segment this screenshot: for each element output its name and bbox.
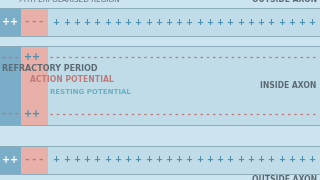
Bar [21, 146, 48, 174]
Text: +: + [227, 17, 234, 26]
Text: +: + [247, 155, 254, 164]
Text: +: + [257, 155, 264, 164]
Text: +: + [124, 17, 131, 26]
Text: -: - [14, 109, 19, 119]
Text: +: + [114, 17, 121, 26]
Bar [0, 46, 320, 125]
Text: -: - [7, 52, 12, 62]
Text: OUTSIDE AXON: OUTSIDE AXON [252, 0, 317, 4]
Text: +: + [298, 17, 305, 26]
Text: +: + [196, 17, 203, 26]
Text: +: + [83, 17, 90, 26]
Bar [21, 8, 48, 36]
Text: +: + [155, 17, 162, 26]
Bar [0, 8, 21, 36]
Text: +: + [24, 52, 32, 62]
Text: +: + [216, 17, 223, 26]
Text: +: + [93, 17, 100, 26]
Text: +: + [247, 17, 254, 26]
Text: +: + [308, 17, 316, 26]
Text: +: + [2, 17, 10, 27]
Text: +: + [32, 109, 40, 119]
Text: +: + [257, 17, 264, 26]
Text: +: + [134, 17, 141, 26]
Bar [0, 8, 320, 36]
Text: INSIDE AXON: INSIDE AXON [260, 81, 317, 90]
Text: -: - [31, 17, 36, 27]
Text: -: - [31, 155, 36, 165]
Text: +: + [145, 155, 152, 164]
Text: +: + [73, 155, 80, 164]
Bar [0, 46, 21, 125]
Text: +: + [278, 17, 285, 26]
Text: -: - [39, 17, 43, 27]
Text: -: - [7, 109, 12, 119]
Text: RESTING POTENTIAL: RESTING POTENTIAL [50, 89, 130, 95]
Text: +: + [134, 155, 141, 164]
Text: +: + [104, 17, 111, 26]
Text: -: - [14, 52, 19, 62]
Text: +: + [186, 155, 193, 164]
Text: -: - [1, 109, 5, 119]
Text: +: + [124, 155, 131, 164]
Text: +: + [186, 17, 193, 26]
Bar [21, 46, 48, 125]
Text: ↗HYPERPOLARISED REGION: ↗HYPERPOLARISED REGION [18, 0, 119, 3]
Text: +: + [73, 17, 80, 26]
Text: +: + [24, 109, 32, 119]
Text: +: + [206, 17, 213, 26]
Text: -: - [24, 155, 28, 165]
Text: +: + [93, 155, 100, 164]
Text: +: + [165, 17, 172, 26]
Text: +: + [175, 155, 182, 164]
Text: +: + [288, 155, 295, 164]
Text: +: + [237, 155, 244, 164]
Text: +: + [145, 17, 152, 26]
Text: +: + [63, 17, 70, 26]
Text: +: + [52, 155, 60, 164]
Text: +: + [114, 155, 121, 164]
Text: +: + [237, 17, 244, 26]
Text: -: - [1, 52, 5, 62]
Text: +: + [196, 155, 203, 164]
Text: OUTSIDE AXON: OUTSIDE AXON [252, 175, 317, 180]
Text: +: + [308, 155, 316, 164]
Text: +: + [268, 155, 275, 164]
Text: +: + [227, 155, 234, 164]
Text: -: - [24, 17, 28, 27]
Text: +: + [104, 155, 111, 164]
Text: +: + [175, 17, 182, 26]
Text: +: + [155, 155, 162, 164]
Text: +: + [206, 155, 213, 164]
Text: +: + [278, 155, 285, 164]
Text: +: + [165, 155, 172, 164]
Text: +: + [63, 155, 70, 164]
Text: +: + [288, 17, 295, 26]
Bar [0, 146, 320, 174]
Text: -: - [39, 155, 43, 165]
Text: REFRACTORY PERIOD: REFRACTORY PERIOD [2, 64, 97, 73]
Bar [0, 146, 21, 174]
Text: +: + [10, 155, 18, 165]
Text: +: + [32, 52, 40, 62]
Text: ACTION POTENTIAL: ACTION POTENTIAL [30, 75, 114, 84]
Text: +: + [268, 17, 275, 26]
Text: +: + [10, 17, 18, 27]
Text: +: + [2, 155, 10, 165]
Text: +: + [216, 155, 223, 164]
Text: +: + [83, 155, 90, 164]
Text: +: + [52, 17, 60, 26]
Text: +: + [298, 155, 305, 164]
